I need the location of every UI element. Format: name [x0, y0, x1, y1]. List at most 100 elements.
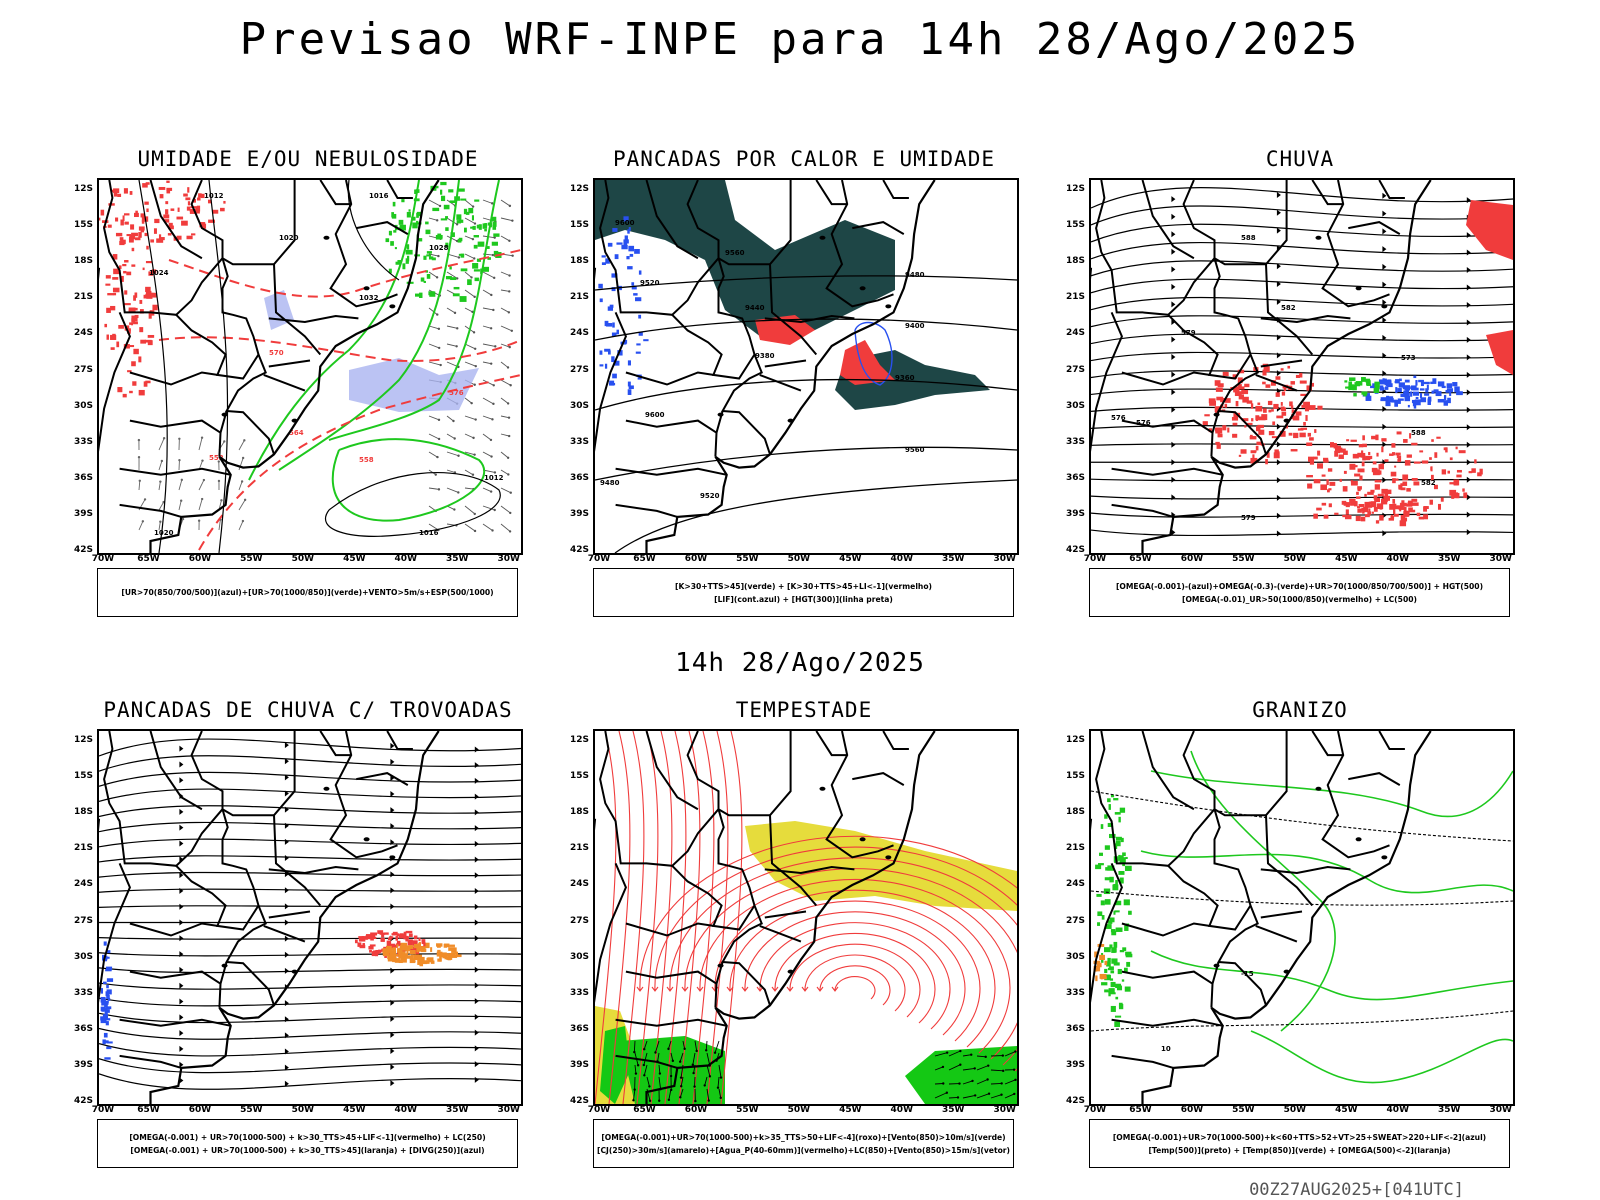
flow-arrow	[1466, 197, 1471, 204]
state-border	[852, 221, 905, 235]
flow-arrow	[284, 967, 289, 974]
state-border	[625, 922, 714, 937]
lat-tick-label: 21S	[73, 843, 93, 854]
flow-arrow	[1171, 441, 1176, 448]
lat-tick-label: 12S	[1065, 184, 1085, 195]
panel-title-pancadas-de-chuva-c-trovoadas: PANCADAS DE CHUVA C/ TROVOADAS	[103, 698, 513, 722]
lat-tick-label: 18S	[73, 807, 93, 818]
lat-tick-label: 42S	[1065, 545, 1085, 555]
state-border	[671, 865, 756, 931]
streamline	[99, 838, 521, 848]
flow-arrow	[390, 1080, 395, 1087]
streamline	[1091, 260, 1513, 277]
streamline	[99, 855, 521, 863]
lat-tick-label: 15S	[1065, 771, 1085, 782]
lon-tick-label: 70W	[91, 554, 115, 564]
lat-tick-label: 39S	[73, 508, 93, 519]
legend-line: [OMEGA(-0.001) + UR>70(1000-500) + k>30_…	[129, 1132, 486, 1142]
contour-label: 588	[1241, 234, 1256, 242]
lon-tick-label: 60W	[684, 1105, 708, 1115]
lat-tick-label: 30S	[1065, 951, 1085, 962]
flow-arrow	[1171, 406, 1176, 413]
state-border	[1141, 180, 1195, 260]
thickness-cells-red	[104, 212, 158, 398]
streamline	[99, 1073, 521, 1090]
state-border	[1141, 731, 1195, 811]
contour-label: 9480	[905, 271, 925, 279]
latitude-axis: 12S 15S 18S 21S 24S 27S 30S 33S 36S 39S 42S	[1059, 178, 1085, 555]
legend-line: [OMEGA(-0.001)+UR>70(1000-500)+k>35_TTS>…	[601, 1132, 1006, 1142]
flow-arrow	[390, 983, 395, 990]
lake-marker	[787, 418, 794, 423]
state-border	[882, 180, 909, 199]
lon-tick-label: 45W	[343, 554, 366, 564]
flow-arrow	[284, 1032, 289, 1039]
flow-arrow	[474, 998, 479, 1005]
flow-arrow	[390, 807, 395, 814]
map-panel-umidade-e-ou-nebulosidade: 1012 1016 1020 1024 1028 1032 570 576 564 552 558 1…	[97, 178, 523, 555]
lon-tick-label: 65W	[1129, 1105, 1152, 1115]
state-border	[190, 731, 275, 1006]
legend-line: [UR>70(850/700/500)](azul)+[UR>70(1000/8…	[121, 588, 494, 597]
flow-arrow	[1171, 213, 1176, 220]
lake-marker	[1213, 963, 1220, 968]
contour-label: 9440	[745, 304, 765, 312]
flow-arrow	[179, 935, 184, 942]
rain-cells-red-ocean	[1306, 431, 1483, 515]
lake-marker	[323, 786, 330, 791]
flow-arrow	[1276, 441, 1281, 448]
lon-tick-label: 45W	[839, 1105, 862, 1115]
streamline	[1091, 443, 1513, 446]
flow-arrow	[390, 1031, 395, 1038]
streamline	[1091, 278, 1513, 294]
lat-tick-label: 33S	[569, 987, 589, 998]
lat-tick-label: 15S	[569, 220, 589, 231]
lat-tick-label: 24S	[1065, 879, 1085, 890]
flow-arrow	[284, 758, 289, 765]
lon-tick-label: 30W	[497, 554, 520, 564]
contour-label: 570	[269, 349, 284, 357]
thickness-cells-red	[99, 180, 226, 243]
state-border	[825, 180, 894, 308]
flow-arrow	[390, 919, 395, 926]
flow-arrow	[179, 824, 184, 831]
state-border	[882, 731, 909, 750]
lat-tick-label: 36S	[73, 1023, 93, 1034]
flow-arrow	[284, 1064, 289, 1071]
map-panel-chuva: 588 582 579 576 573 588 582 579 576	[1089, 178, 1515, 555]
flow-arrow	[636, 986, 644, 992]
state-border	[615, 1054, 678, 1069]
lake-marker	[1283, 969, 1290, 974]
temperature-850-contour	[1150, 950, 1513, 1001]
legend-line: [OMEGA(-0.01)_UR>50(1000/850)(vermelho) …	[1182, 594, 1417, 604]
flow-arrow	[179, 919, 184, 926]
flow-arrow	[474, 1076, 479, 1083]
lat-tick-label: 15S	[569, 771, 589, 782]
flow-arrow	[1382, 405, 1387, 412]
lat-tick-label: 33S	[1065, 987, 1085, 998]
streamlines-500hpa	[1091, 187, 1513, 537]
lon-tick-label: 50W	[1283, 554, 1307, 564]
contour-label: 1028	[429, 244, 449, 252]
streamline	[99, 1043, 521, 1057]
lat-tick-label: 21S	[1065, 292, 1085, 303]
flow-arrow	[284, 742, 289, 749]
state-border	[263, 924, 306, 943]
state-border	[1167, 314, 1252, 380]
state-border	[356, 772, 409, 786]
streamline	[595, 731, 617, 1104]
flow-arrow	[1171, 459, 1176, 466]
lon-tick-label: 55W	[240, 1105, 263, 1115]
state-border	[175, 865, 260, 931]
lake-marker	[1315, 786, 1322, 791]
state-border	[356, 221, 409, 235]
map-canvas: 1012 1016 1020 1024 1028 1032 570 576 564 552 558 1…	[99, 180, 521, 553]
state-border	[1260, 359, 1303, 368]
panel-title-pancadas-por-calor-e-umidade: PANCADAS POR CALOR E UMIDADE	[612, 147, 995, 171]
legend-line: [Temp(500)](preto) + [Temp(850)](verde) …	[1148, 1145, 1451, 1155]
lat-tick-label: 18S	[73, 256, 93, 267]
flow-arrow	[284, 822, 289, 829]
lat-tick-label: 18S	[569, 256, 589, 267]
lat-tick-label: 12S	[569, 735, 589, 746]
streamline	[669, 857, 1017, 1066]
